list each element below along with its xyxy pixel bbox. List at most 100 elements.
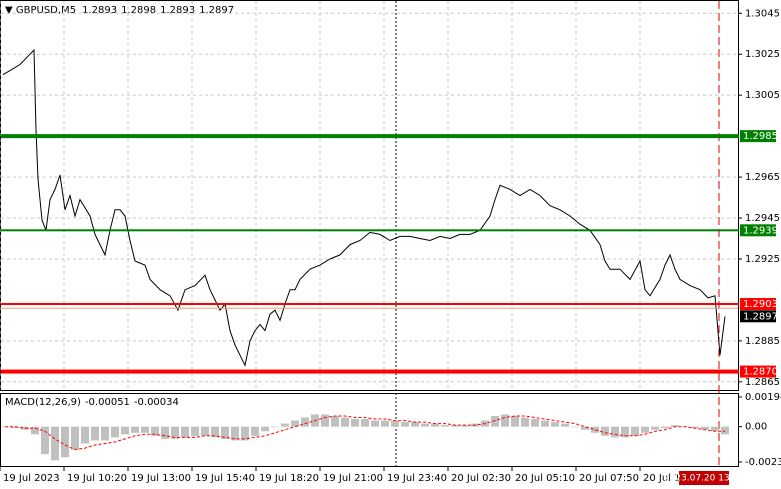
macd-bar xyxy=(321,414,329,427)
macd-bar xyxy=(521,417,529,427)
x-tick-label: 19 Jul 2023 xyxy=(3,473,60,484)
macd-bar xyxy=(281,423,289,427)
level-label-box xyxy=(740,298,776,311)
macd-bar xyxy=(141,426,149,433)
macd-bar xyxy=(651,426,659,430)
macd-bar xyxy=(251,426,259,436)
macd-bar xyxy=(131,426,139,433)
y-tick-label: 1.2965 xyxy=(745,172,780,183)
level-line xyxy=(1,134,739,139)
level-line xyxy=(1,229,739,232)
x-tick-label: 19 Jul 23:40 xyxy=(387,473,447,484)
level-label: 1.2903 xyxy=(743,299,778,310)
macd-bar xyxy=(701,426,709,430)
high: 1.2898 xyxy=(121,5,156,16)
macd-bar xyxy=(391,420,399,427)
y-tick-label: 1.2945 xyxy=(745,213,780,224)
macd-bar xyxy=(491,415,499,427)
macd-bar xyxy=(511,415,519,427)
main-panel xyxy=(0,0,739,391)
macd-bar xyxy=(551,422,559,427)
macd-bar xyxy=(111,426,119,438)
open: 1.2893 xyxy=(82,5,117,16)
cursor-label: 2023.07.20 13:40 xyxy=(664,474,745,484)
x-tick-label: 19 Jul 10:20 xyxy=(67,473,127,484)
x-tick-label: 19 Jul 18:20 xyxy=(259,473,319,484)
macd-bar xyxy=(441,425,449,427)
macd-bar xyxy=(401,422,409,427)
low: 1.2893 xyxy=(160,5,195,16)
macd-bar xyxy=(621,426,629,438)
level-label-box xyxy=(740,130,776,143)
macd-bar xyxy=(171,426,179,439)
x-tick-label: 19 Jul 15:40 xyxy=(195,473,255,484)
level-label-box xyxy=(740,224,776,237)
signal-value: -0.00034 xyxy=(134,397,179,408)
x-tick-label: 19 Jul 21:00 xyxy=(323,473,383,484)
x-tick-label: 20 Jul 10 xyxy=(643,473,687,484)
macd-header: MACD(12,26,9) -0.00051 -0.00034 xyxy=(5,397,179,408)
macd-bar xyxy=(91,426,99,441)
level-line xyxy=(1,369,739,374)
macd-bar xyxy=(61,426,69,458)
x-tick-label: 20 Jul 05:10 xyxy=(515,473,575,484)
macd-bar xyxy=(191,426,199,436)
x-tick-label: 20 Jul 02:30 xyxy=(451,473,511,484)
y-tick-label: 1.2885 xyxy=(745,336,780,347)
macd-bar xyxy=(221,426,229,439)
macd-bar xyxy=(11,426,19,429)
cursor-box xyxy=(679,471,729,485)
macd-bar xyxy=(541,420,549,427)
close: 1.2897 xyxy=(199,5,234,16)
macd-y-tick-label: 0.00194 xyxy=(745,392,781,403)
macd-bar xyxy=(641,426,649,433)
macd-bar xyxy=(691,426,699,429)
macd-bar xyxy=(51,426,59,461)
macd-bar xyxy=(421,423,429,427)
macd-bar xyxy=(711,426,719,432)
macd-bar xyxy=(261,426,269,432)
macd-bar xyxy=(351,419,359,427)
macd-bar xyxy=(501,414,509,427)
macd-bar xyxy=(301,417,309,427)
macd-bar xyxy=(671,425,679,427)
macd-bar xyxy=(71,426,79,450)
macd-bar xyxy=(631,426,639,436)
macd-bar xyxy=(601,426,609,436)
macd-bar xyxy=(361,419,369,427)
macd-bar xyxy=(241,426,249,441)
macd-bar xyxy=(411,422,419,427)
macd-bar xyxy=(371,420,379,427)
macd-bar xyxy=(201,426,209,436)
macd-bar xyxy=(611,426,619,438)
macd-bar xyxy=(291,420,299,427)
macd-bar xyxy=(81,426,89,444)
y-tick-label: 1.2865 xyxy=(745,377,780,388)
level-label-box xyxy=(740,365,776,378)
macd-bar xyxy=(331,415,339,427)
chart-header: ▼ GBPUSD,M5 1.2893 1.2898 1.2893 1.2897 xyxy=(5,5,234,16)
macd-bar xyxy=(41,426,49,455)
arrow: ▼ xyxy=(5,5,16,16)
symbol: GBPUSD,M5 xyxy=(16,5,76,16)
macd-bar xyxy=(561,423,569,427)
macd-bar xyxy=(271,426,279,428)
x-tick-label: 20 Jul 07:50 xyxy=(579,473,639,484)
level-label: 1.2939 xyxy=(743,225,778,236)
macd-bar xyxy=(381,420,389,427)
macd-bar xyxy=(591,426,599,433)
level-line xyxy=(1,303,739,306)
macd-bar xyxy=(161,426,169,439)
y-tick-label: 1.3005 xyxy=(745,90,780,101)
macd-panel xyxy=(0,393,739,467)
macd-y-tick-label: 0.00 xyxy=(745,422,767,433)
macd-name: MACD(12,26,9) xyxy=(5,397,81,408)
macd-bar xyxy=(661,426,669,429)
macd-value: -0.00051 xyxy=(85,397,130,408)
macd-bar xyxy=(121,426,129,435)
macd-bar xyxy=(211,426,219,438)
macd-bar xyxy=(721,426,729,435)
macd-bar xyxy=(231,426,239,441)
